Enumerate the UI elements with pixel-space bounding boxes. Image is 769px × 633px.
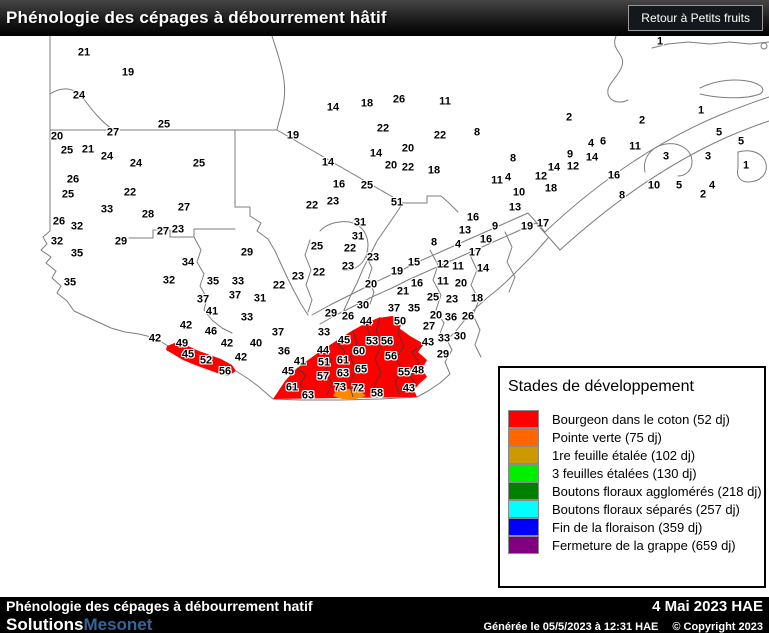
legend-swatch <box>508 446 539 464</box>
lanaudiere-blob <box>319 221 369 271</box>
junction-south <box>343 202 404 311</box>
stepped-boundary <box>128 228 236 239</box>
estuary-north-shore <box>544 96 769 233</box>
legend-item: Bourgeon dans le coton (52 dj) <box>508 410 764 428</box>
junction-east <box>402 195 459 213</box>
cove-shape <box>643 143 693 177</box>
legend-swatch <box>508 428 539 446</box>
brand-solutions: Solutions <box>6 615 84 633</box>
hull-hump <box>49 88 115 131</box>
legend-label: Pointe verte (75 dj) <box>552 429 662 445</box>
legend-swatch <box>508 500 539 518</box>
legend-item: 1re feuille étalée (102 dj) <box>508 446 764 464</box>
legend-swatch <box>508 410 539 428</box>
red-subdivision <box>365 322 371 337</box>
red-subdivision <box>394 319 405 395</box>
red-subdivision <box>373 316 383 398</box>
laurentides-diagonal <box>276 129 404 204</box>
north-coastline <box>651 41 769 49</box>
red-subdivision <box>406 343 425 392</box>
top-vertical-boundary <box>271 35 286 131</box>
outaouais-boundary <box>234 129 309 316</box>
estrie-line-b <box>469 254 482 358</box>
legend-title: Stades de développement <box>508 378 694 395</box>
river-north-bank <box>311 212 546 316</box>
east-shape <box>737 150 767 183</box>
center-line-a <box>304 239 313 313</box>
red-subdivision <box>335 340 346 363</box>
estuary-south-shore <box>559 120 769 251</box>
legend-swatch <box>508 482 539 500</box>
red-subdivision <box>296 367 309 393</box>
estrie-line-a <box>429 249 445 337</box>
legend-label: Bourgeon dans le coton (52 dj) <box>552 411 730 427</box>
legend-label: Boutons floraux séparés (257 dj) <box>552 501 740 517</box>
legend-item: 3 feuilles étalées (130 dj) <box>508 464 764 482</box>
brand-mesonet: Mesonet <box>83 615 153 633</box>
gatineau-boundary <box>193 236 233 334</box>
brand: SolutionsMesonet <box>6 615 152 633</box>
footer-bar: Phénologie des cépages à débourrement ha… <box>0 597 769 633</box>
west-border <box>40 35 169 347</box>
saguenay-coast <box>607 35 629 103</box>
page-title: Phénologie des cépages à débourrement hâ… <box>6 8 387 27</box>
legend: Stades de développement Bourgeon dans le… <box>498 366 766 588</box>
legend-swatch <box>508 464 539 482</box>
orange-zone <box>333 389 366 399</box>
legend-item: Fin de la floraison (359 dj) <box>508 518 764 536</box>
legend-swatch <box>508 518 539 536</box>
red-subdivision <box>322 349 333 396</box>
beauce-line <box>504 231 516 293</box>
red-subdivision <box>348 329 358 398</box>
us-border <box>272 237 549 401</box>
ile-shape <box>699 79 764 99</box>
footer-title: Phénologie des cépages à débourrement ha… <box>6 598 313 614</box>
return-to-petits-fruits-button[interactable]: Retour à Petits fruits <box>628 5 763 31</box>
legend-items: Bourgeon dans le coton (52 dj) Pointe ver… <box>508 410 764 554</box>
small-island <box>760 42 768 50</box>
copyright-text: © Copyright 2023 <box>672 621 763 633</box>
generated-text: Générée le 05/5/2023 à 12:31 HAE © Copyri… <box>483 621 763 633</box>
legend-swatch <box>508 536 539 554</box>
legend-item: Boutons floraux agglomérés (218 dj) <box>508 482 764 500</box>
legend-item: Pointe verte (75 dj) <box>508 428 764 446</box>
center-line-b <box>365 255 375 305</box>
legend-label: Fin de la floraison (359 dj) <box>552 519 703 535</box>
legend-label: Boutons floraux agglomérés (218 dj) <box>552 483 762 499</box>
legend-label: Fermeture de la grappe (659 dj) <box>552 537 736 553</box>
red-zone-west <box>166 342 236 376</box>
legend-label: 3 feuilles étalées (130 dj) <box>552 465 697 481</box>
legend-item: Fermeture de la grappe (659 dj) <box>508 536 764 554</box>
legend-item: Boutons floraux séparés (257 dj) <box>508 500 764 518</box>
header-bar: Phénologie des cépages à débourrement hâ… <box>0 0 769 36</box>
ottawa-river <box>235 370 274 400</box>
footer-date: 4 Mai 2023 HAE <box>652 598 763 615</box>
legend-label: 1re feuille étalée (102 dj) <box>552 447 696 463</box>
river-south-bank <box>319 222 561 325</box>
